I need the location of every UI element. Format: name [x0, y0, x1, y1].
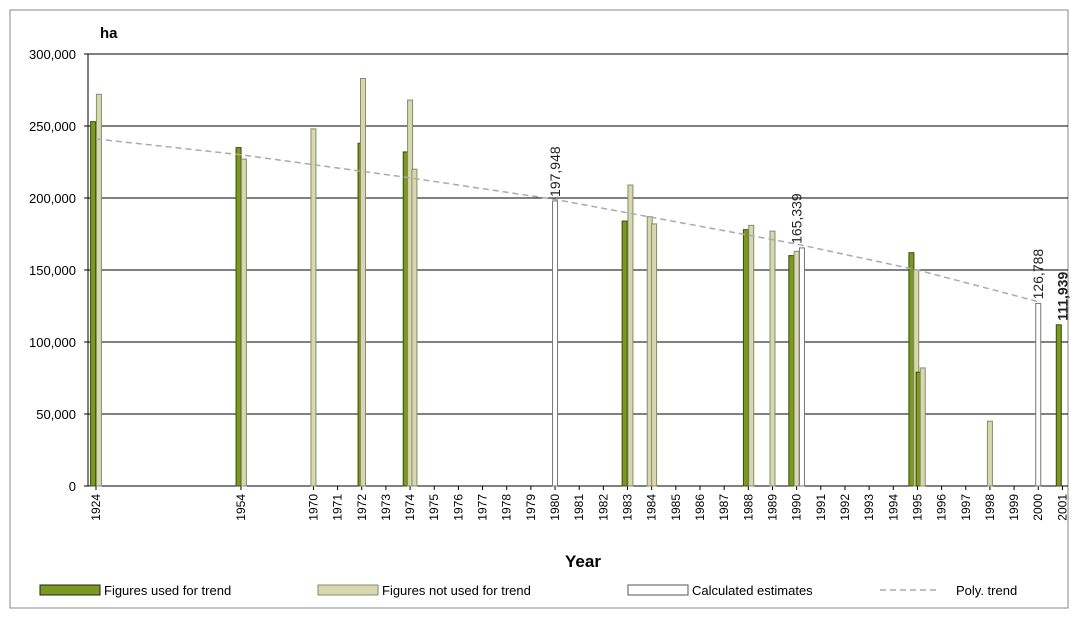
x-tick-label: 1972	[355, 494, 369, 521]
legend: Figures used for trend Figures not used f…	[39, 583, 1017, 598]
bar	[651, 223, 658, 487]
bar	[621, 220, 628, 487]
y-tick-label: 300,000	[29, 47, 76, 62]
x-tick-label: 1981	[572, 494, 586, 521]
outer-border	[9, 9, 1069, 609]
x-tick-label: 1970	[306, 494, 320, 521]
data-label: 197,948	[547, 146, 563, 197]
x-tick-label: 1924	[89, 494, 103, 521]
legend-item-not-used-label: Figures not used for trend	[382, 583, 531, 598]
plot-area: 0 50,000 100,000 150,000 200,000 250,000 300,0…	[29, 47, 1070, 521]
y-tick-label: 150,000	[29, 263, 76, 278]
y-tick-label: 250,000	[29, 119, 76, 134]
x-tick-label: 1990	[790, 494, 804, 521]
x-tick-label: 2001	[1055, 494, 1069, 521]
legend-item-estimates-label: Calculated estimates	[692, 583, 813, 598]
x-tick-label: 1995	[910, 494, 924, 521]
bar	[793, 250, 800, 487]
bar	[95, 93, 102, 487]
bar	[1055, 324, 1062, 487]
bar	[90, 121, 97, 487]
bar	[748, 224, 755, 487]
legend-item-used-label: Figures used for trend	[104, 583, 231, 598]
x-tick-label: 1997	[959, 494, 973, 521]
x-tick-label: 1983	[621, 494, 635, 521]
x-tick-label: 1982	[596, 494, 610, 521]
x-tick-label: 1971	[331, 494, 345, 521]
x-tick-label: 1978	[500, 494, 514, 521]
x-tick-label: 1988	[741, 494, 755, 521]
x-axis-title: Year	[565, 552, 601, 571]
x-tick-label: 2000	[1031, 494, 1045, 521]
y-tick-label: 50,000	[36, 407, 76, 422]
bar	[627, 184, 634, 487]
data-label: 165,339	[789, 193, 805, 244]
x-tick-label: 1975	[427, 494, 441, 521]
bar	[310, 128, 317, 487]
x-tick-label: 1954	[234, 494, 248, 521]
y-tick-label: 100,000	[29, 335, 76, 350]
x-tick-label: 1992	[838, 494, 852, 521]
x-tick-label: 1996	[935, 494, 949, 521]
y-tick-label: 0	[69, 479, 76, 494]
bar	[769, 230, 776, 487]
bar	[1035, 302, 1042, 487]
x-tick-label: 1998	[983, 494, 997, 521]
bar	[798, 247, 805, 487]
x-tick-label: 1979	[524, 494, 538, 521]
trend-line	[95, 138, 1039, 303]
bar	[411, 168, 418, 487]
data-label: 111,939	[1054, 272, 1070, 321]
bar	[240, 158, 247, 487]
bar	[908, 252, 915, 487]
x-tick-label: 1991	[814, 494, 828, 521]
bar	[919, 367, 926, 487]
x-tick-label: 1994	[886, 494, 900, 521]
x-tick-label: 1976	[451, 494, 465, 521]
x-tick-label: 1985	[669, 494, 683, 521]
x-tick-label: 1999	[1007, 494, 1021, 521]
x-tick-label: 1989	[765, 494, 779, 521]
bar	[742, 229, 749, 487]
bar	[986, 420, 993, 487]
x-tick-label: 1973	[379, 494, 393, 521]
x-tick-label: 1977	[476, 494, 490, 521]
bar	[552, 200, 559, 487]
x-tick-label: 1984	[645, 494, 659, 521]
legend-item-not-used-swatch	[317, 584, 379, 596]
y-axis-unit-label: ha	[100, 25, 118, 42]
bar	[235, 147, 242, 487]
x-tick-label: 1987	[717, 494, 731, 521]
legend-item-estimates-swatch	[627, 584, 689, 596]
bar	[359, 77, 366, 487]
x-tick-label: 1986	[693, 494, 707, 521]
bar	[788, 255, 795, 487]
legend-item-used-swatch	[39, 584, 101, 596]
y-tick-label: 200,000	[29, 191, 76, 206]
x-tick-label: 1980	[548, 494, 562, 521]
data-label: 126,788	[1030, 249, 1046, 300]
legend-item-trend-label: Poly. trend	[956, 583, 1017, 598]
x-tick-label: 1974	[403, 494, 417, 521]
x-tick-label: 1993	[862, 494, 876, 521]
